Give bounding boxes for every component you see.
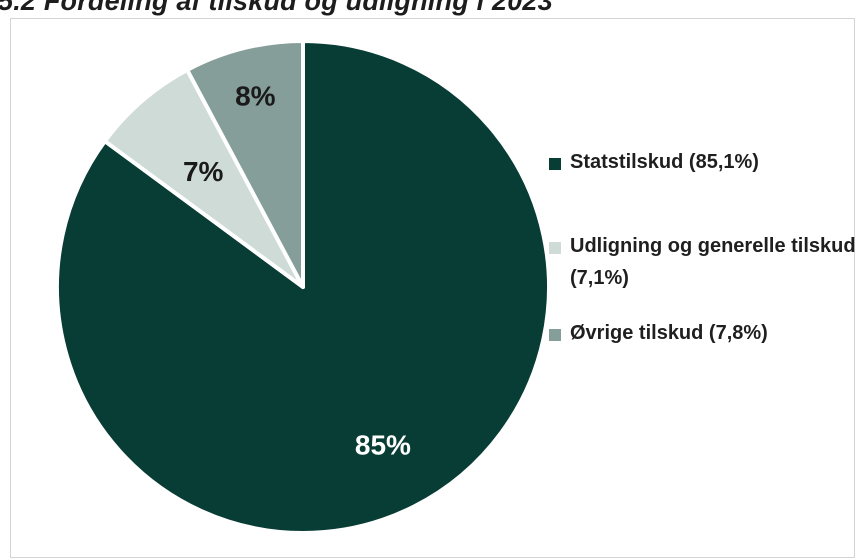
chart-title: 5.2 Fordeling af tilskud og udligning i … <box>0 0 553 16</box>
legend-swatch <box>549 329 561 341</box>
data-label-1: 85% <box>355 430 411 461</box>
legend-item-1: Statstilskud (85,1%) <box>549 151 861 178</box>
legend-swatch <box>549 242 561 254</box>
pie-slices <box>54 39 551 535</box>
legend-label: Udligning og generelle tilskud (7,1%) <box>570 235 856 289</box>
data-label-2: 7% <box>183 156 224 187</box>
legend-label: Øvrige tilskud (7,8%) <box>570 322 768 344</box>
pie-data-labels: 85% 7% 8% <box>183 81 411 461</box>
legend-item-3: Øvrige tilskud (7,8%) <box>549 322 861 349</box>
legend-label: Statstilskud (85,1%) <box>570 151 759 173</box>
legend-swatch <box>549 158 561 170</box>
legend-item-2: Udligning og generelle tilskud (7,1%) <box>549 235 860 294</box>
pie-slice-2 <box>102 67 305 289</box>
pie-slice-3 <box>185 39 305 289</box>
data-label-3: 8% <box>235 81 276 112</box>
pie-slice-1 <box>54 39 551 535</box>
